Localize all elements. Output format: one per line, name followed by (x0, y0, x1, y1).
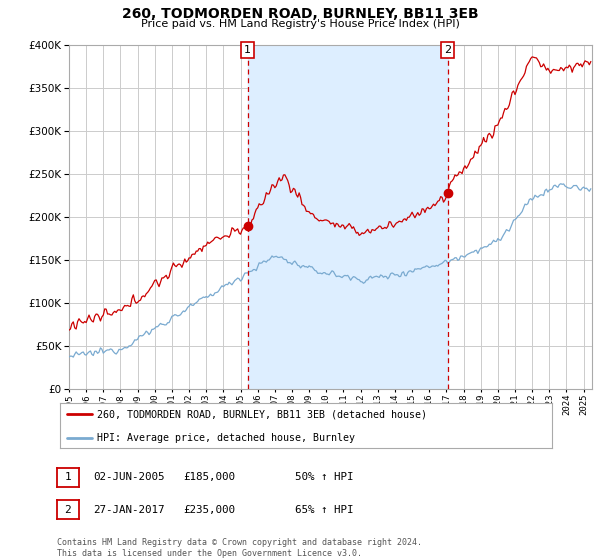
Bar (248, 45, 448, 389)
Text: Contains HM Land Registry data © Crown copyright and database right 2024.
This d: Contains HM Land Registry data © Crown c… (57, 538, 422, 558)
Text: 02-JUN-2005: 02-JUN-2005 (94, 472, 165, 482)
Text: 27-JAN-2017: 27-JAN-2017 (94, 505, 165, 515)
Text: 1: 1 (64, 472, 71, 482)
Text: Price paid vs. HM Land Registry's House Price Index (HPI): Price paid vs. HM Land Registry's House … (140, 19, 460, 29)
Text: £235,000: £235,000 (184, 505, 236, 515)
Text: 65% ↑ HPI: 65% ↑ HPI (295, 505, 353, 515)
Text: 260, TODMORDEN ROAD, BURNLEY, BB11 3EB (detached house): 260, TODMORDEN ROAD, BURNLEY, BB11 3EB (… (97, 409, 427, 419)
Text: £185,000: £185,000 (184, 472, 236, 482)
Text: 2: 2 (444, 45, 451, 55)
Text: 50% ↑ HPI: 50% ↑ HPI (295, 472, 353, 482)
Text: 260, TODMORDEN ROAD, BURNLEY, BB11 3EB: 260, TODMORDEN ROAD, BURNLEY, BB11 3EB (122, 7, 478, 21)
Text: 2: 2 (64, 505, 71, 515)
Text: HPI: Average price, detached house, Burnley: HPI: Average price, detached house, Burn… (97, 433, 355, 443)
Text: 1: 1 (244, 45, 251, 55)
